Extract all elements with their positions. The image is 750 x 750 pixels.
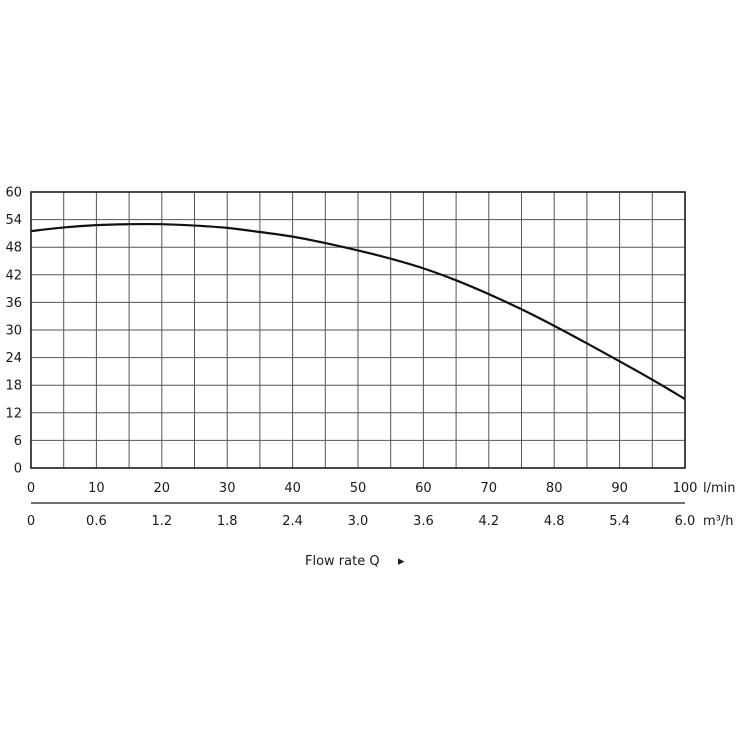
- y-tick-label: 24: [5, 351, 22, 366]
- y-tick-label: 18: [5, 379, 22, 394]
- x-tick-label: 20: [154, 481, 171, 496]
- y-tick-label: 0: [14, 462, 22, 477]
- grid-lines: [30, 191, 686, 469]
- plot-frame: [30, 191, 686, 469]
- x-tick-label: 70: [481, 481, 498, 496]
- y-tick-label: 6: [14, 434, 22, 449]
- pump-curve-line: [30, 222, 686, 400]
- x-secondary-tick-label: 0.6: [86, 514, 107, 529]
- x-unit-primary: l/min: [703, 481, 736, 496]
- x-secondary-tick-label: 3.6: [413, 514, 434, 529]
- x-tick-label: 90: [611, 481, 628, 496]
- x-tick-label: 100: [673, 481, 698, 496]
- x-tick-label: 10: [88, 481, 105, 496]
- x-unit-secondary: m³/h: [703, 514, 734, 529]
- x-secondary-tick-label: 4.8: [544, 514, 565, 529]
- x-secondary-tick-label: 1.8: [217, 514, 238, 529]
- x-secondary-tick-labels: 0 0.6 1.2 1.8 2.4 3.0 3.6 4.2 4.8 5.4 6.0: [27, 514, 695, 529]
- x-tick-label: 0: [27, 481, 35, 496]
- x-secondary-tick-label: 0: [27, 514, 35, 529]
- x-axis-label: Flow rate Q: [305, 554, 380, 569]
- series-layer: [30, 222, 686, 400]
- x-secondary-tick-label: 5.4: [609, 514, 630, 529]
- x-tick-label: 60: [415, 481, 432, 496]
- y-tick-label: 54: [5, 213, 22, 228]
- x-secondary-tick-label: 6.0: [675, 514, 696, 529]
- x-axis-arrow-icon: ▸: [398, 554, 405, 569]
- y-tick-label: 42: [5, 268, 22, 283]
- y-tick-label: 48: [5, 241, 22, 256]
- x-secondary-tick-label: 2.4: [282, 514, 303, 529]
- y-tick-labels: 0 6 12 18 24 30 36 42 48 54 60: [5, 186, 22, 477]
- x-tick-label: 80: [546, 481, 563, 496]
- y-tick-label: 12: [5, 406, 22, 421]
- x-tick-label: 30: [219, 481, 236, 496]
- x-secondary-tick-label: 1.2: [151, 514, 172, 529]
- y-tick-label: 36: [5, 296, 22, 311]
- x-tick-label: 40: [284, 481, 301, 496]
- y-tick-label: 30: [5, 324, 22, 339]
- y-tick-label: 60: [5, 186, 22, 201]
- x-tick-labels: 0 10 20 30 40 50 60 70 80 90 100: [27, 481, 698, 496]
- x-tick-label: 50: [350, 481, 367, 496]
- x-secondary-tick-label: 4.2: [478, 514, 499, 529]
- x-secondary-tick-label: 3.0: [348, 514, 369, 529]
